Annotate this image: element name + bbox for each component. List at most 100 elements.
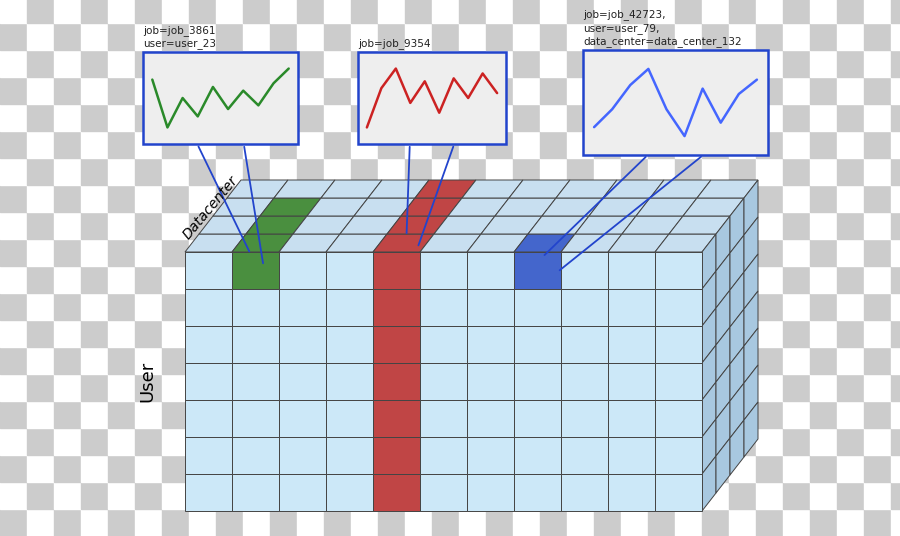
Bar bbox=[702, 50, 729, 77]
Bar bbox=[0, 104, 27, 131]
Bar bbox=[373, 474, 420, 511]
Bar bbox=[279, 363, 326, 400]
Bar bbox=[378, 185, 405, 212]
Bar bbox=[621, 239, 648, 266]
Bar bbox=[891, 239, 900, 266]
Bar bbox=[648, 185, 675, 212]
Bar bbox=[432, 185, 459, 212]
Polygon shape bbox=[716, 216, 730, 271]
Bar bbox=[351, 482, 378, 509]
Bar bbox=[324, 482, 351, 509]
Bar bbox=[108, 50, 135, 77]
Bar bbox=[655, 437, 702, 474]
Bar bbox=[135, 131, 162, 158]
Bar bbox=[135, 239, 162, 266]
Bar bbox=[243, 293, 270, 320]
Bar bbox=[378, 0, 405, 23]
Polygon shape bbox=[716, 253, 730, 308]
Bar bbox=[351, 0, 378, 23]
Bar bbox=[729, 50, 756, 77]
Bar bbox=[351, 104, 378, 131]
Bar bbox=[486, 23, 513, 50]
Bar bbox=[756, 239, 783, 266]
Bar bbox=[514, 400, 561, 437]
Bar bbox=[891, 158, 900, 185]
Bar bbox=[243, 50, 270, 77]
Bar bbox=[756, 158, 783, 185]
Bar bbox=[297, 347, 324, 374]
Bar bbox=[135, 428, 162, 455]
Bar bbox=[432, 320, 459, 347]
Bar bbox=[243, 212, 270, 239]
Bar bbox=[864, 212, 891, 239]
Bar bbox=[648, 293, 675, 320]
Bar bbox=[608, 252, 655, 289]
Bar bbox=[621, 185, 648, 212]
Bar bbox=[326, 474, 373, 511]
Bar bbox=[432, 23, 459, 50]
Bar bbox=[675, 50, 702, 77]
Bar bbox=[279, 252, 326, 289]
Bar bbox=[432, 509, 459, 536]
Bar bbox=[837, 482, 864, 509]
Polygon shape bbox=[246, 216, 307, 234]
Bar bbox=[594, 320, 621, 347]
Polygon shape bbox=[528, 216, 589, 234]
Bar bbox=[756, 293, 783, 320]
Bar bbox=[540, 0, 567, 23]
Bar bbox=[540, 347, 567, 374]
Bar bbox=[162, 77, 189, 104]
Bar bbox=[540, 455, 567, 482]
Bar bbox=[648, 401, 675, 428]
Bar bbox=[837, 293, 864, 320]
Bar bbox=[243, 482, 270, 509]
Bar bbox=[405, 0, 432, 23]
Bar bbox=[810, 293, 837, 320]
Bar bbox=[27, 347, 54, 374]
Bar bbox=[567, 77, 594, 104]
Bar bbox=[513, 455, 540, 482]
Bar bbox=[279, 400, 326, 437]
Bar bbox=[216, 428, 243, 455]
Bar bbox=[185, 400, 232, 437]
Bar bbox=[108, 482, 135, 509]
Bar bbox=[729, 212, 756, 239]
Bar bbox=[81, 428, 108, 455]
Bar bbox=[232, 363, 279, 400]
Bar bbox=[405, 158, 432, 185]
Bar bbox=[837, 428, 864, 455]
Bar bbox=[270, 509, 297, 536]
Bar bbox=[608, 437, 655, 474]
Bar bbox=[567, 185, 594, 212]
Polygon shape bbox=[716, 327, 730, 382]
Bar bbox=[324, 212, 351, 239]
Polygon shape bbox=[702, 345, 716, 400]
Text: job=job_9354: job=job_9354 bbox=[358, 38, 430, 49]
Bar bbox=[270, 131, 297, 158]
Bar bbox=[513, 0, 540, 23]
Bar bbox=[864, 401, 891, 428]
Bar bbox=[0, 428, 27, 455]
Bar bbox=[324, 50, 351, 77]
Bar bbox=[81, 104, 108, 131]
Bar bbox=[891, 50, 900, 77]
Bar bbox=[486, 266, 513, 293]
Bar bbox=[216, 50, 243, 77]
Bar bbox=[189, 374, 216, 401]
Bar bbox=[405, 293, 432, 320]
Bar bbox=[108, 320, 135, 347]
Bar bbox=[540, 320, 567, 347]
Polygon shape bbox=[575, 216, 636, 234]
Bar bbox=[729, 455, 756, 482]
Bar bbox=[729, 320, 756, 347]
Bar bbox=[891, 401, 900, 428]
Bar bbox=[135, 293, 162, 320]
Bar bbox=[756, 374, 783, 401]
Bar bbox=[378, 401, 405, 428]
Bar bbox=[27, 212, 54, 239]
Bar bbox=[135, 212, 162, 239]
Bar bbox=[594, 266, 621, 293]
Bar bbox=[675, 185, 702, 212]
Bar bbox=[216, 131, 243, 158]
Bar bbox=[467, 400, 514, 437]
